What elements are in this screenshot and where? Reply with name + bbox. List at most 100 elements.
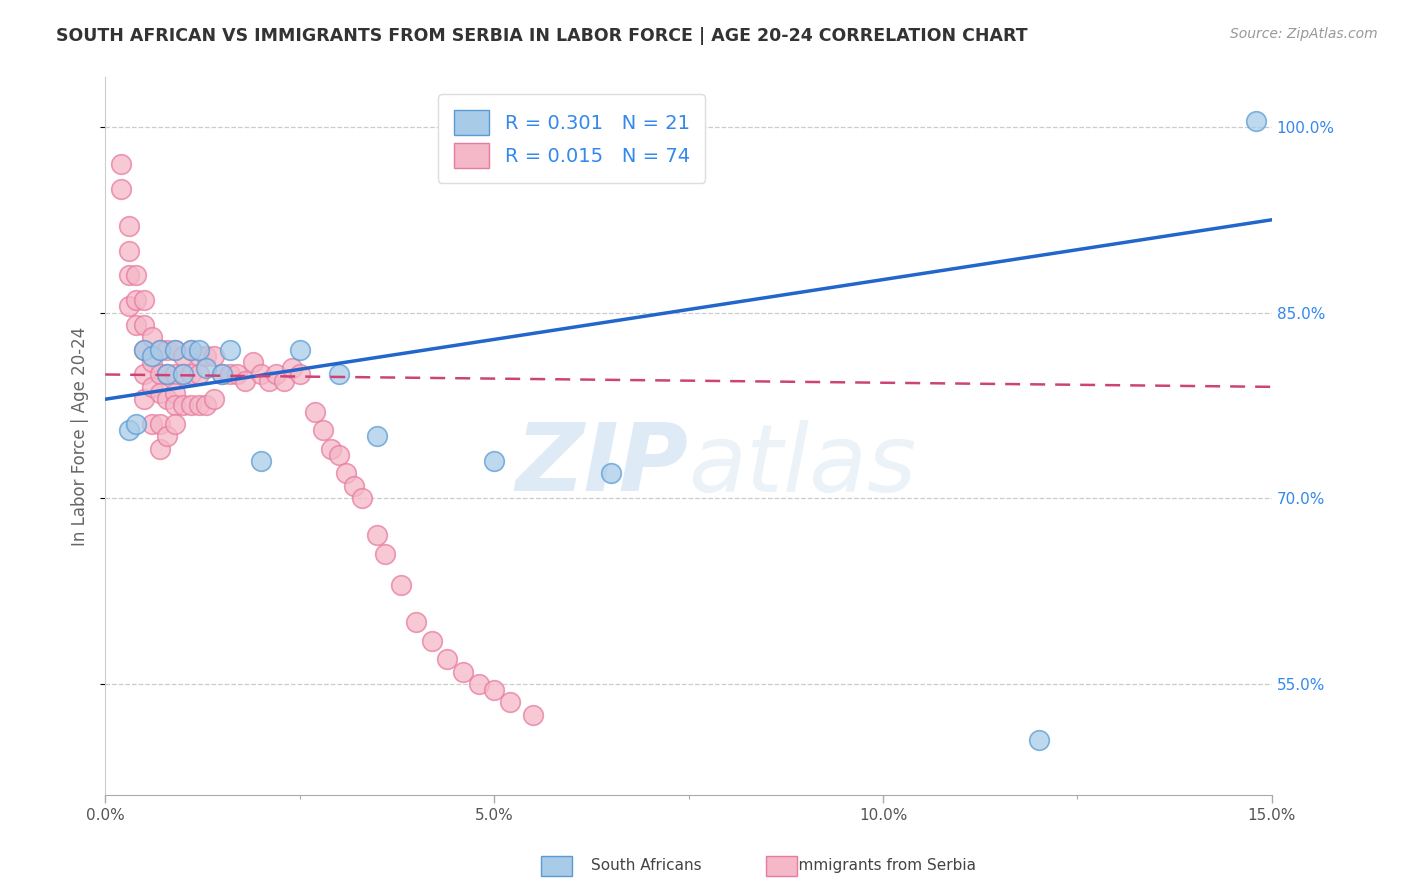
Text: atlas: atlas — [689, 419, 917, 510]
Point — [156, 368, 179, 382]
Point — [498, 696, 520, 710]
Point — [273, 374, 295, 388]
Point — [389, 578, 412, 592]
Point — [350, 491, 373, 506]
Point — [312, 423, 335, 437]
Point — [110, 182, 132, 196]
Point — [211, 368, 233, 382]
Point — [266, 368, 288, 382]
Point — [156, 343, 179, 357]
Point — [522, 707, 544, 722]
Point — [226, 368, 249, 382]
Point — [374, 547, 396, 561]
Point — [132, 343, 155, 357]
Point — [172, 399, 194, 413]
Point — [117, 219, 139, 233]
Point — [328, 368, 350, 382]
Point — [156, 429, 179, 443]
Point — [156, 392, 179, 407]
Point — [195, 361, 218, 376]
Point — [149, 343, 172, 357]
Text: South Africans: South Africans — [591, 858, 702, 872]
Point — [117, 244, 139, 258]
Point — [249, 368, 271, 382]
Point — [195, 349, 218, 363]
Point — [132, 293, 155, 308]
Point — [141, 417, 163, 431]
Point — [165, 343, 187, 357]
Point — [149, 343, 172, 357]
Point — [180, 368, 202, 382]
Point — [156, 368, 179, 382]
Point — [117, 423, 139, 437]
Point — [304, 404, 326, 418]
Point — [187, 343, 209, 357]
Point — [482, 454, 505, 468]
Point — [451, 665, 474, 679]
Point — [141, 349, 163, 363]
Point — [343, 479, 366, 493]
Point — [187, 368, 209, 382]
Point — [132, 392, 155, 407]
Point — [149, 386, 172, 401]
Point — [149, 368, 172, 382]
Point — [180, 399, 202, 413]
Point — [436, 652, 458, 666]
Point — [165, 417, 187, 431]
Point — [149, 417, 172, 431]
Text: Immigrants from Serbia: Immigrants from Serbia — [794, 858, 976, 872]
Point — [141, 330, 163, 344]
Point — [328, 448, 350, 462]
Point — [288, 368, 311, 382]
Point — [187, 399, 209, 413]
Point — [172, 368, 194, 382]
Point — [405, 615, 427, 629]
Text: ZIP: ZIP — [516, 419, 689, 511]
Point — [335, 467, 357, 481]
Point — [117, 300, 139, 314]
Point — [257, 374, 280, 388]
Point — [172, 368, 194, 382]
Point — [218, 343, 240, 357]
Point — [141, 355, 163, 369]
Point — [319, 442, 342, 456]
Point — [211, 368, 233, 382]
Point — [195, 399, 218, 413]
Point — [165, 343, 187, 357]
Point — [125, 268, 148, 283]
Point — [599, 467, 621, 481]
Point — [125, 293, 148, 308]
Point — [125, 417, 148, 431]
Point — [132, 318, 155, 332]
Point — [117, 268, 139, 283]
Point — [110, 157, 132, 171]
Point — [281, 361, 304, 376]
Point — [149, 442, 172, 456]
Point — [180, 343, 202, 357]
Text: Source: ZipAtlas.com: Source: ZipAtlas.com — [1230, 27, 1378, 41]
Legend: R = 0.301   N = 21, R = 0.015   N = 74: R = 0.301 N = 21, R = 0.015 N = 74 — [439, 95, 706, 183]
Point — [165, 386, 187, 401]
Point — [249, 454, 271, 468]
Point — [132, 368, 155, 382]
Point — [141, 380, 163, 394]
Point — [242, 355, 264, 369]
Point — [366, 528, 388, 542]
Point — [1028, 732, 1050, 747]
Point — [202, 392, 225, 407]
Point — [172, 349, 194, 363]
Point — [125, 318, 148, 332]
Point — [165, 368, 187, 382]
Point — [366, 429, 388, 443]
Text: SOUTH AFRICAN VS IMMIGRANTS FROM SERBIA IN LABOR FORCE | AGE 20-24 CORRELATION C: SOUTH AFRICAN VS IMMIGRANTS FROM SERBIA … — [56, 27, 1028, 45]
Point — [218, 368, 240, 382]
Y-axis label: In Labor Force | Age 20-24: In Labor Force | Age 20-24 — [72, 326, 89, 546]
Point — [132, 343, 155, 357]
Point — [180, 343, 202, 357]
Point — [233, 374, 256, 388]
Point — [482, 683, 505, 698]
Point — [165, 399, 187, 413]
Point — [467, 677, 489, 691]
Point — [202, 349, 225, 363]
Point — [420, 633, 443, 648]
